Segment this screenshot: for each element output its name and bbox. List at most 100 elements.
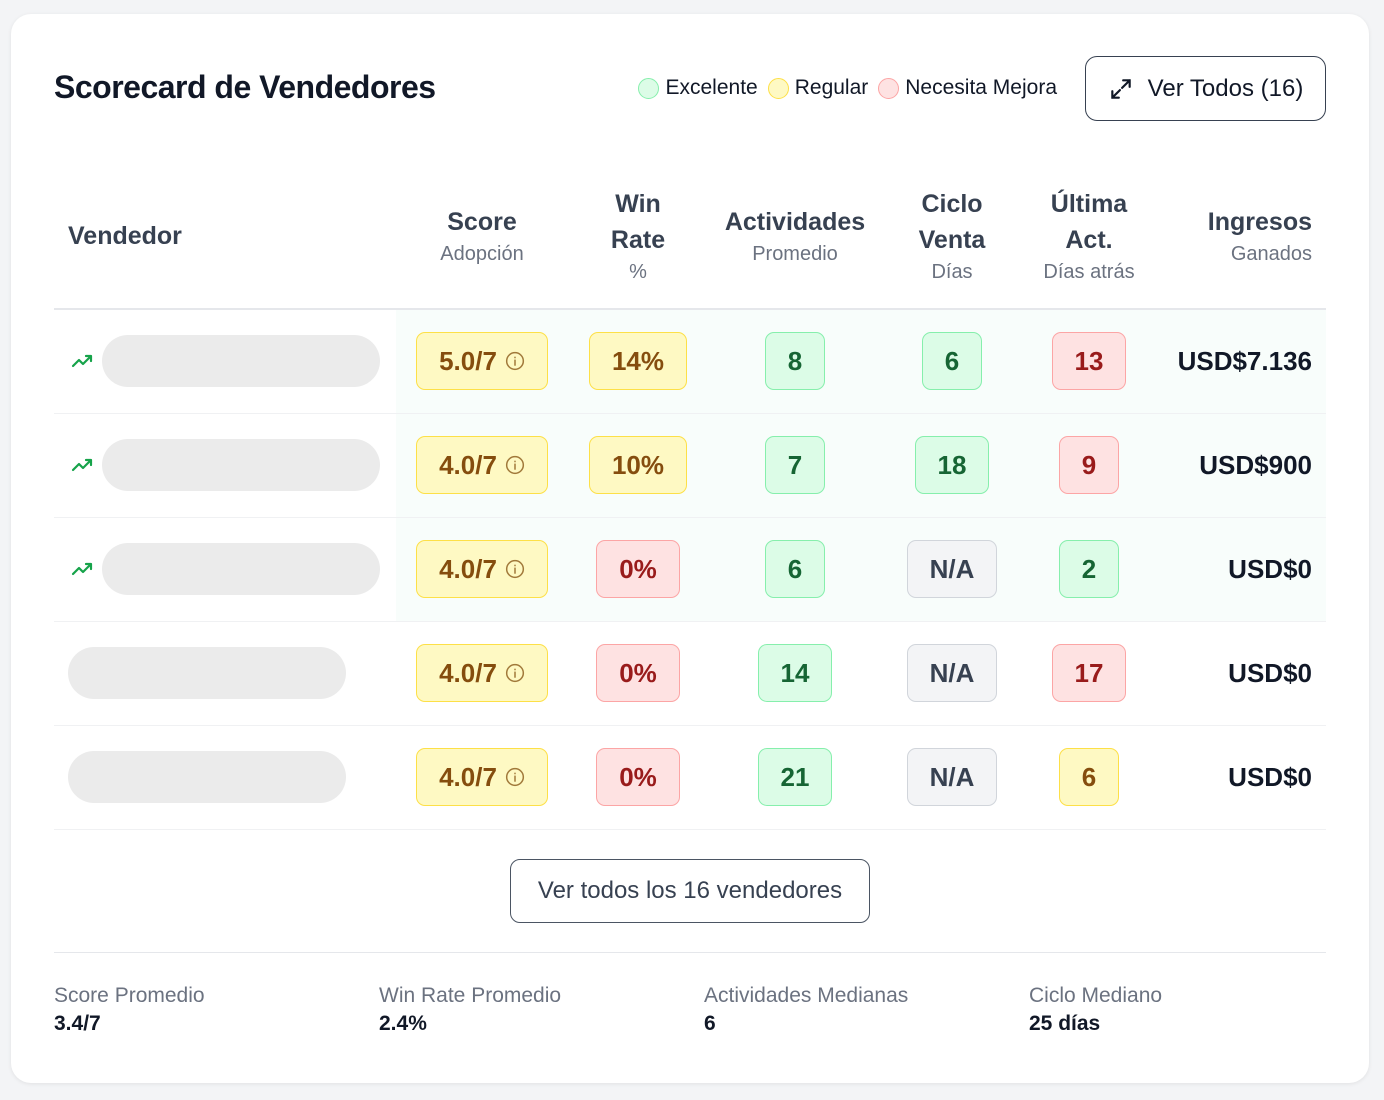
summary-stat: Actividades Medianas 6 bbox=[704, 984, 1029, 1036]
activities-badge: 7 bbox=[764, 436, 826, 494]
stat-value: 2.4% bbox=[379, 1012, 427, 1035]
score-value: 4.0/7 bbox=[439, 553, 497, 584]
legend-label: Necesita Mejora bbox=[905, 76, 1057, 99]
legend-item: Excelente bbox=[638, 76, 758, 100]
score-badge: 4.0/7 bbox=[416, 540, 548, 598]
income-value: USD$7.136 bbox=[1156, 309, 1326, 414]
summary-stat: Win Rate Promedio 2.4% bbox=[379, 984, 704, 1036]
stat-label: Ciclo Mediano bbox=[1029, 984, 1163, 1007]
column-header[interactable]: Ciclo Venta Días bbox=[882, 164, 1022, 310]
last-activity-badge: 2 bbox=[1058, 540, 1120, 598]
legend-item: Regular bbox=[767, 76, 869, 100]
legend-dot-icon bbox=[638, 77, 660, 99]
last-activity-badge: 17 bbox=[1051, 644, 1127, 702]
last-activity-badge: 9 bbox=[1058, 436, 1120, 494]
score-value: 4.0/7 bbox=[439, 657, 497, 688]
seller-name-placeholder[interactable] bbox=[68, 751, 346, 803]
column-title: Última Act. bbox=[1050, 190, 1128, 254]
column-header[interactable]: Score Adopción bbox=[396, 164, 568, 310]
win-rate-badge: 14% bbox=[588, 332, 688, 391]
sales-cycle-badge: N/A bbox=[906, 748, 998, 806]
column-subtitle: Días atrás bbox=[1043, 261, 1135, 283]
stat-label: Win Rate Promedio bbox=[379, 984, 562, 1007]
win-rate-badge: 0% bbox=[596, 540, 680, 598]
column-subtitle: Días bbox=[931, 261, 973, 283]
legend: Excelente Regular Necesita Mejora bbox=[638, 76, 1057, 100]
column-subtitle: % bbox=[629, 261, 647, 283]
activities-badge: 8 bbox=[764, 332, 826, 391]
activities-badge: 6 bbox=[764, 540, 826, 598]
legend-dot-icon bbox=[878, 77, 900, 99]
column-title: Actividades bbox=[724, 208, 866, 236]
info-icon[interactable] bbox=[505, 663, 525, 683]
view-all-sellers-button[interactable]: Ver todos los 16 vendedores bbox=[510, 859, 870, 923]
table-row[interactable]: 4.0/7 0% 6 N/A 2 USD$0 bbox=[54, 517, 1326, 622]
info-icon[interactable] bbox=[505, 767, 525, 787]
page-title: Scorecard de Vendedores bbox=[54, 69, 436, 105]
sales-cycle-badge: 18 bbox=[914, 436, 990, 494]
column-title: Ciclo Venta bbox=[918, 190, 986, 254]
score-badge: 4.0/7 bbox=[416, 748, 548, 806]
seller-name-placeholder[interactable] bbox=[102, 439, 380, 491]
income-value: USD$0 bbox=[1156, 517, 1326, 622]
legend-item: Necesita Mejora bbox=[878, 76, 1057, 100]
score-badge: 4.0/7 bbox=[416, 644, 548, 702]
score-badge: 5.0/7 bbox=[416, 332, 548, 391]
sales-cycle-badge: N/A bbox=[906, 540, 998, 598]
sellers-table: Vendedor Score Adopción Win Rate% Actividade… bbox=[54, 164, 1326, 830]
stat-label: Actividades Medianas bbox=[704, 984, 909, 1007]
score-value: 5.0/7 bbox=[439, 345, 497, 376]
legend-dot-icon bbox=[767, 77, 789, 99]
column-title: Vendedor bbox=[68, 222, 182, 250]
table-row[interactable]: 5.0/7 14% 8 6 13 USD$7.136 bbox=[54, 309, 1326, 414]
view-all-label: Ver Todos (16) bbox=[1147, 74, 1304, 102]
column-header[interactable]: Ingresos Ganados bbox=[1156, 164, 1326, 310]
trending-up-icon bbox=[71, 562, 93, 576]
score-badge: 4.0/7 bbox=[416, 436, 548, 494]
last-activity-badge: 6 bbox=[1058, 748, 1120, 806]
legend-label: Regular bbox=[794, 76, 869, 99]
info-icon[interactable] bbox=[505, 559, 525, 579]
expand-icon bbox=[1110, 78, 1131, 99]
legend-label: Excelente bbox=[665, 76, 758, 99]
column-header[interactable]: Actividades Promedio bbox=[708, 164, 882, 310]
win-rate-badge: 0% bbox=[596, 644, 680, 702]
table-row[interactable]: 4.0/7 10% 7 18 9 USD$900 bbox=[54, 413, 1326, 518]
stat-value: 25 días bbox=[1029, 1012, 1101, 1035]
seller-name-placeholder[interactable] bbox=[68, 647, 346, 699]
view-all-button[interactable]: Ver Todos (16) bbox=[1085, 56, 1326, 121]
win-rate-badge: 10% bbox=[588, 436, 688, 494]
score-value: 4.0/7 bbox=[439, 449, 497, 480]
summary-stats: Score Promedio 3.4/7 Win Rate Promedio 2.4%… bbox=[54, 984, 1354, 1036]
income-value: USD$0 bbox=[1156, 621, 1326, 726]
column-subtitle: Ganados bbox=[1230, 243, 1312, 265]
scorecard-card: Scorecard de Vendedores Excelente Regular… bbox=[11, 14, 1369, 1083]
win-rate-badge: 0% bbox=[596, 748, 680, 806]
seller-name-placeholder[interactable] bbox=[102, 543, 380, 595]
sales-cycle-badge: 6 bbox=[921, 332, 983, 391]
activities-badge: 21 bbox=[757, 748, 833, 806]
column-header[interactable]: Win Rate% bbox=[568, 164, 708, 310]
last-activity-badge: 13 bbox=[1051, 332, 1127, 391]
column-title: Win Rate bbox=[610, 190, 666, 254]
divider bbox=[54, 952, 1326, 953]
column-header[interactable]: Vendedor bbox=[54, 164, 396, 310]
stat-value: 3.4/7 bbox=[54, 1012, 101, 1035]
column-title: Score bbox=[447, 208, 517, 236]
summary-stat: Score Promedio 3.4/7 bbox=[54, 984, 379, 1036]
column-header[interactable]: Última Act. Días atrás bbox=[1022, 164, 1156, 310]
stat-label: Score Promedio bbox=[54, 984, 205, 1007]
summary-stat: Ciclo Mediano 25 días bbox=[1029, 984, 1354, 1036]
info-icon[interactable] bbox=[505, 351, 525, 371]
income-value: USD$0 bbox=[1156, 725, 1326, 830]
info-icon[interactable] bbox=[505, 455, 525, 475]
column-title: Ingresos bbox=[1207, 208, 1312, 236]
stat-value: 6 bbox=[704, 1012, 716, 1035]
activities-badge: 14 bbox=[757, 644, 833, 702]
seller-name-placeholder[interactable] bbox=[102, 335, 380, 388]
table-row[interactable]: 4.0/7 0% 21 N/A 6 USD$0 bbox=[54, 725, 1326, 830]
trending-up-icon bbox=[71, 355, 93, 368]
score-value: 4.0/7 bbox=[439, 761, 497, 792]
table-row[interactable]: 4.0/7 0% 14 N/A 17 USD$0 bbox=[54, 621, 1326, 726]
column-subtitle: Promedio bbox=[752, 243, 838, 265]
